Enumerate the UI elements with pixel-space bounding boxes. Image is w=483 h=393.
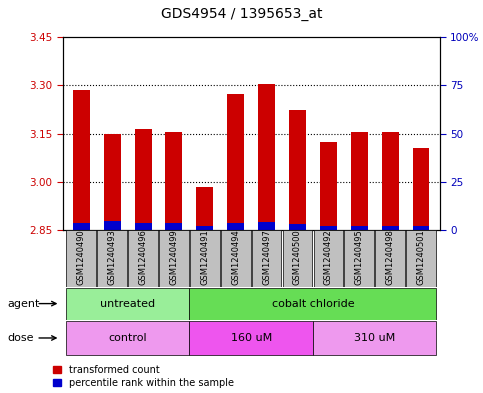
- Bar: [73, 224, 90, 230]
- Text: 160 uM: 160 uM: [230, 333, 272, 343]
- FancyBboxPatch shape: [66, 321, 189, 355]
- Bar: [320, 226, 337, 230]
- Legend: transformed count, percentile rank within the sample: transformed count, percentile rank withi…: [53, 365, 234, 388]
- FancyBboxPatch shape: [189, 288, 437, 320]
- Bar: [197, 187, 213, 230]
- Text: agent: agent: [7, 299, 40, 309]
- Bar: [104, 134, 121, 230]
- Text: GSM1240496: GSM1240496: [139, 230, 148, 285]
- FancyBboxPatch shape: [159, 230, 189, 287]
- Bar: [197, 226, 213, 230]
- Bar: [382, 226, 398, 230]
- Text: untreated: untreated: [100, 299, 155, 309]
- FancyBboxPatch shape: [67, 230, 96, 287]
- Text: GSM1240493: GSM1240493: [108, 230, 117, 285]
- Text: GSM1240498: GSM1240498: [385, 230, 395, 285]
- FancyBboxPatch shape: [98, 230, 127, 287]
- Bar: [382, 132, 398, 230]
- Text: 310 uM: 310 uM: [354, 333, 395, 343]
- Text: GDS4954 / 1395653_at: GDS4954 / 1395653_at: [161, 7, 322, 21]
- Text: GSM1240490: GSM1240490: [77, 230, 86, 285]
- FancyBboxPatch shape: [221, 230, 251, 287]
- Bar: [258, 84, 275, 230]
- Bar: [166, 132, 183, 230]
- Text: GSM1240501: GSM1240501: [416, 230, 426, 285]
- FancyBboxPatch shape: [252, 230, 282, 287]
- Bar: [227, 94, 244, 230]
- Text: GSM1240494: GSM1240494: [231, 230, 240, 285]
- FancyBboxPatch shape: [128, 230, 158, 287]
- FancyBboxPatch shape: [375, 230, 405, 287]
- Bar: [73, 90, 90, 230]
- Bar: [412, 226, 429, 230]
- Text: GSM1240492: GSM1240492: [324, 230, 333, 285]
- Bar: [351, 226, 368, 230]
- Bar: [351, 132, 368, 230]
- Text: GSM1240500: GSM1240500: [293, 230, 302, 285]
- Text: GSM1240499: GSM1240499: [170, 230, 178, 285]
- Bar: [135, 222, 152, 230]
- FancyBboxPatch shape: [189, 321, 313, 355]
- FancyBboxPatch shape: [344, 230, 374, 287]
- Text: GSM1240491: GSM1240491: [200, 230, 209, 285]
- FancyBboxPatch shape: [283, 230, 313, 287]
- Bar: [227, 224, 244, 230]
- FancyBboxPatch shape: [66, 288, 189, 320]
- Text: dose: dose: [7, 333, 34, 343]
- FancyBboxPatch shape: [406, 230, 436, 287]
- Bar: [258, 222, 275, 230]
- Bar: [412, 148, 429, 230]
- Text: cobalt chloride: cobalt chloride: [271, 299, 354, 309]
- Bar: [289, 224, 306, 230]
- Bar: [166, 222, 183, 230]
- Bar: [289, 110, 306, 230]
- Bar: [135, 129, 152, 230]
- FancyBboxPatch shape: [313, 321, 437, 355]
- Text: GSM1240497: GSM1240497: [262, 230, 271, 285]
- FancyBboxPatch shape: [190, 230, 220, 287]
- FancyBboxPatch shape: [313, 230, 343, 287]
- Text: GSM1240495: GSM1240495: [355, 230, 364, 285]
- Bar: [104, 221, 121, 230]
- Text: control: control: [108, 333, 147, 343]
- Bar: [320, 141, 337, 230]
